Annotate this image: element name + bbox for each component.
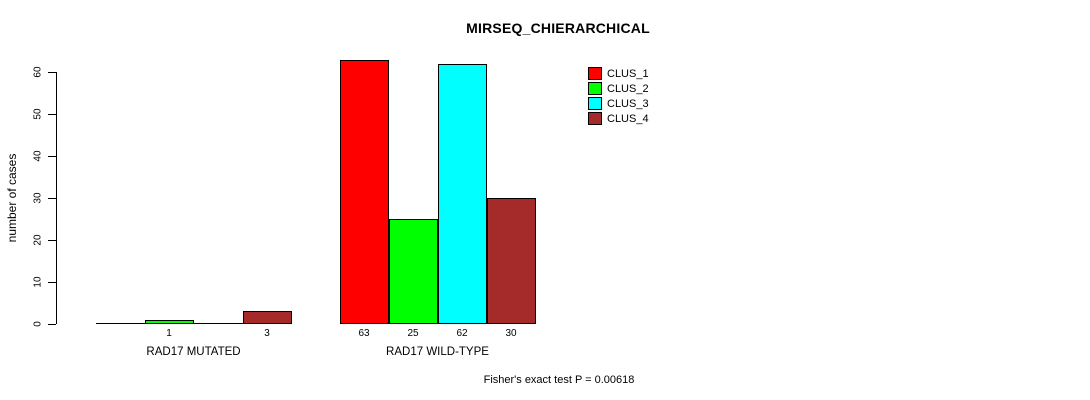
y-tick-mark	[48, 197, 56, 199]
y-tick-label: 60	[32, 66, 44, 78]
legend-label: CLUS_1	[607, 67, 649, 80]
bar-clus_4	[242, 311, 292, 324]
y-axis-label: number of cases	[5, 153, 19, 243]
bar-clus_1	[339, 59, 389, 324]
bar-value-label: 1	[166, 328, 172, 339]
y-tick-mark	[48, 323, 56, 325]
legend: CLUS_1 CLUS_2 CLUS_3 CLUS_4	[588, 66, 649, 126]
y-tick-mark	[48, 113, 56, 115]
y-tick-label: 40	[32, 150, 44, 162]
clus-2-color-swatch	[588, 82, 602, 95]
bar-clus_4	[486, 198, 536, 324]
legend-label: CLUS_4	[607, 112, 649, 125]
fisher-exact-test-annotation: Fisher's exact test P = 0.00618	[483, 374, 635, 386]
clus-3-color-swatch	[588, 97, 602, 110]
legend-item-clus-2: CLUS_2	[588, 81, 649, 96]
bar-value-label: 62	[456, 328, 468, 339]
clus-1-color-swatch	[588, 67, 602, 80]
y-tick-label: 30	[32, 192, 44, 204]
group-label-rad17-wild-type: RAD17 WILD-TYPE	[386, 346, 489, 358]
y-tick-label: 20	[32, 234, 44, 246]
legend-label: CLUS_2	[607, 82, 649, 95]
y-tick-label: 0	[32, 321, 44, 327]
y-tick-label: 50	[32, 108, 44, 120]
bar-value-label: 30	[505, 328, 517, 339]
y-tick-mark	[48, 71, 56, 73]
legend-item-clus-3: CLUS_3	[588, 96, 649, 111]
bar-value-label: 25	[407, 328, 419, 339]
legend-item-clus-4: CLUS_4	[588, 111, 649, 126]
y-tick-mark	[48, 281, 56, 283]
legend-label: CLUS_3	[607, 97, 649, 110]
clus-4-color-swatch	[588, 112, 602, 125]
bar-value-label: 63	[358, 328, 370, 339]
y-tick-mark	[48, 155, 56, 157]
y-tick-label: 10	[32, 276, 44, 288]
group-label-rad17-mutated: RAD17 MUTATED	[146, 346, 241, 358]
group-baseline	[95, 323, 292, 324]
y-tick-mark	[48, 239, 56, 241]
bar-clus_2	[144, 319, 194, 324]
bar-clus_3	[437, 64, 487, 324]
y-axis-line	[56, 72, 57, 324]
legend-item-clus-1: CLUS_1	[588, 66, 649, 81]
bar-value-label: 3	[264, 328, 270, 339]
bar-clus_2	[388, 219, 438, 324]
chart-title: MIRSEQ_CHIERARCHICAL	[466, 20, 650, 36]
